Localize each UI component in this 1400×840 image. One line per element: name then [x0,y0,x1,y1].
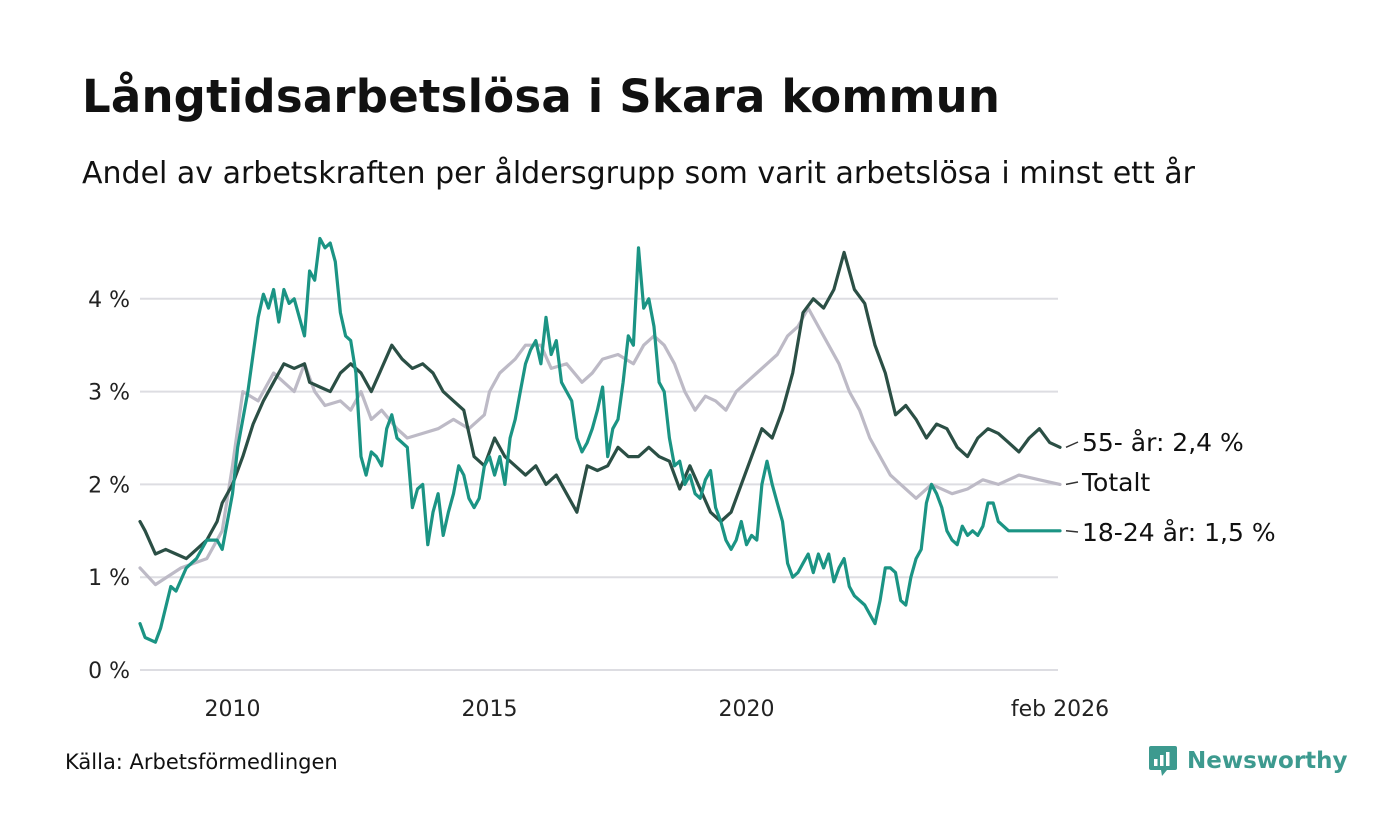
x-tick-label: feb 2026 [1011,697,1109,722]
label-leader-2 [1065,530,1079,533]
newsworthy-brand-name: Newsworthy [1187,748,1348,774]
newsworthy-logo-icon [1149,746,1177,776]
source-note: Källa: Arbetsförmedlingen [65,750,338,774]
series-line-0 [138,306,1062,587]
x-axis-ticks: 2010 2015 2020 feb 2026 [205,697,1110,722]
y-axis-ticks: 0 % 1 % 2 % 3 % 4 % [88,288,130,684]
series-label: 55- år: 2,4 % [1082,428,1244,457]
y-tick-label: 1 % [88,566,130,591]
gridlines [140,297,1058,671]
x-tick-label: 2020 [718,697,774,722]
series-line-2 [138,236,1062,644]
y-tick-label: 0 % [88,659,130,684]
x-tick-label: 2015 [461,697,517,722]
series-label: 18-24 år: 1,5 % [1082,518,1276,547]
label-leader-1 [1065,441,1079,448]
series-line-1 [138,250,1062,561]
x-tick-label: 2010 [205,697,261,722]
series-lines [138,236,1062,644]
newsworthy-logo: Newsworthy [1148,744,1348,778]
chart-title: Långtidsarbetslösa i Skara kommun [82,70,1001,123]
series-label: Totalt [1081,468,1150,497]
line-chart: 0 % 1 % 2 % 3 % 4 % 2010 2015 2020 feb 2026 Tot… [88,236,1276,722]
y-tick-label: 3 % [88,381,130,406]
label-leader-0 [1065,481,1079,486]
chart-subtitle: Andel av arbetskraften per åldersgrupp s… [82,156,1195,191]
y-tick-label: 4 % [88,288,130,313]
series-labels: Totalt 55- år: 2,4 % 18-24 år: 1,5 % [1065,428,1276,547]
y-tick-label: 2 % [88,473,130,498]
